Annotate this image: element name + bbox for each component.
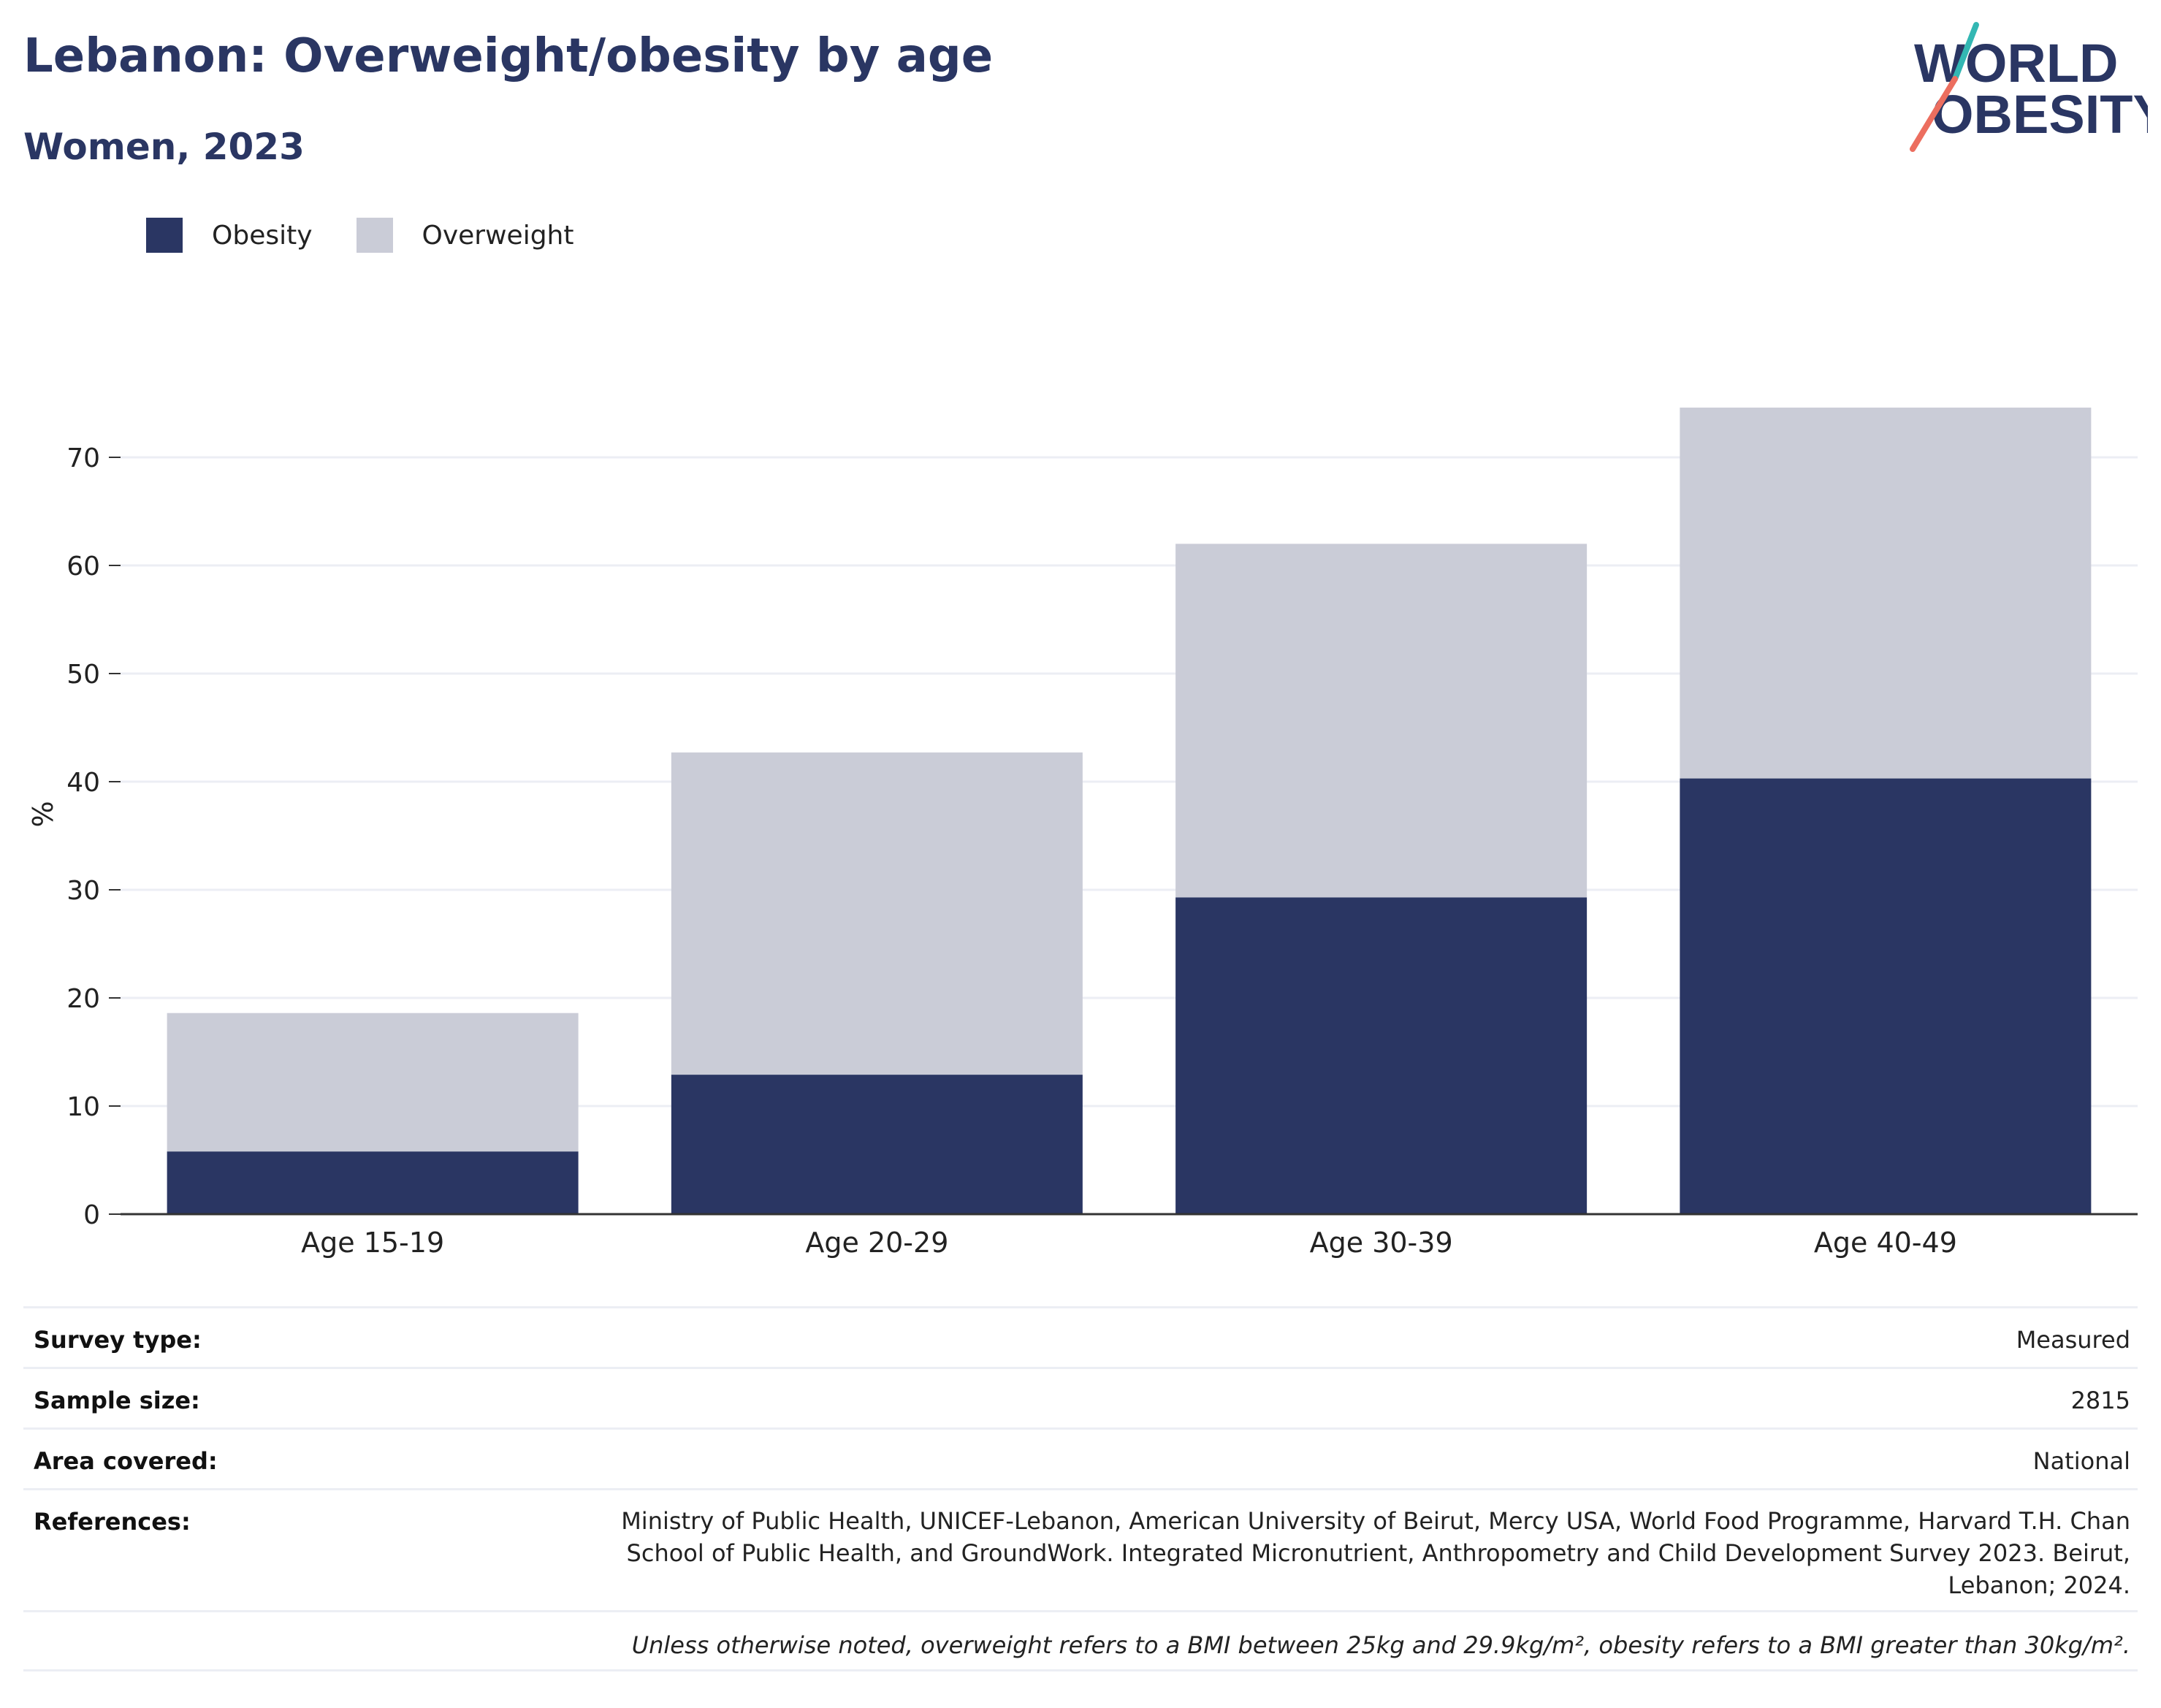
y-tick-label: 10	[66, 1092, 100, 1122]
bar-overweight-age-40-49[interactable]	[1680, 407, 2092, 779]
logo-slash-teal	[1952, 22, 1979, 82]
chart-legend: Obesity Overweight	[146, 218, 617, 253]
chart-subtitle: Women, 2023	[23, 126, 305, 168]
sample-size-label: Sample size:	[34, 1387, 200, 1414]
logo-line-world: WORLD	[1914, 33, 2119, 94]
x-tick-label: Age 20-29	[805, 1227, 948, 1259]
y-axis-label: %	[27, 801, 59, 827]
y-tick-label: 50	[66, 660, 100, 690]
bar-overweight-age-20-29[interactable]	[671, 752, 1083, 1075]
y-tick-label: 30	[66, 876, 100, 906]
x-tick-label: Age 15-19	[301, 1227, 444, 1259]
survey-type-label: Survey type:	[34, 1326, 202, 1354]
info-row-survey-type: Survey type: Measured	[23, 1306, 2138, 1367]
logo-line-obesity: OBESITY	[1932, 84, 2148, 145]
bars	[167, 407, 2092, 1214]
area-covered-label: Area covered:	[34, 1447, 218, 1475]
bar-obesity-age-15-19[interactable]	[167, 1151, 579, 1214]
legend-label-obesity: Obesity	[212, 220, 313, 251]
y-tick-label: 40	[66, 768, 100, 798]
world-obesity-logo: WORLD OBESITY	[1910, 22, 2148, 152]
x-tick-label: Age 30-39	[1310, 1227, 1453, 1259]
bar-overweight-age-30-39[interactable]	[1175, 544, 1588, 898]
bar-overweight-age-15-19[interactable]	[167, 1013, 579, 1152]
legend-item-obesity[interactable]: Obesity	[146, 218, 313, 253]
bar-obesity-age-30-39[interactable]	[1175, 897, 1588, 1214]
legend-swatch-overweight	[356, 218, 393, 253]
references-label: References:	[34, 1508, 191, 1536]
y-tick-label: 20	[66, 984, 100, 1014]
area-covered-value: National	[2032, 1447, 2130, 1475]
axes: 0 10 20 30 40 50 60 70% Age 15-19 Age 20-29 Age 30…	[27, 443, 2138, 1259]
y-tick-label: 60	[66, 552, 100, 582]
info-row-references: References: Ministry of Public Health, U…	[23, 1488, 2138, 1610]
bmi-definition-note: Unless otherwise noted, overweight refer…	[23, 1610, 2138, 1671]
chart-title: Lebanon: Overweight/obesity by age	[23, 29, 994, 83]
bar-obesity-age-40-49[interactable]	[1680, 778, 2092, 1214]
bar-obesity-age-20-29[interactable]	[671, 1075, 1083, 1214]
y-tick-label: 70	[66, 443, 100, 473]
info-row-area-covered: Area covered: National	[23, 1427, 2138, 1488]
x-tick-label: Age 40-49	[1814, 1227, 1957, 1259]
survey-type-value: Measured	[2016, 1326, 2130, 1354]
info-row-sample-size: Sample size: 2815	[23, 1367, 2138, 1427]
y-tick-label: 0	[83, 1200, 100, 1230]
legend-item-overweight[interactable]: Overweight	[356, 218, 574, 253]
sample-size-value: 2815	[2070, 1387, 2130, 1414]
legend-swatch-obesity	[146, 218, 183, 253]
legend-label-overweight: Overweight	[422, 220, 574, 251]
survey-info-table: Survey type: Measured Sample size: 2815 …	[23, 1306, 2138, 1671]
stacked-bar-chart: 0 10 20 30 40 50 60 70% Age 15-19 Age 20-29 Age 30…	[27, 407, 2138, 1259]
logo-slash-coral	[1910, 76, 1958, 152]
references-value: Ministry of Public Health, UNICEF-Lebano…	[621, 1507, 2130, 1599]
